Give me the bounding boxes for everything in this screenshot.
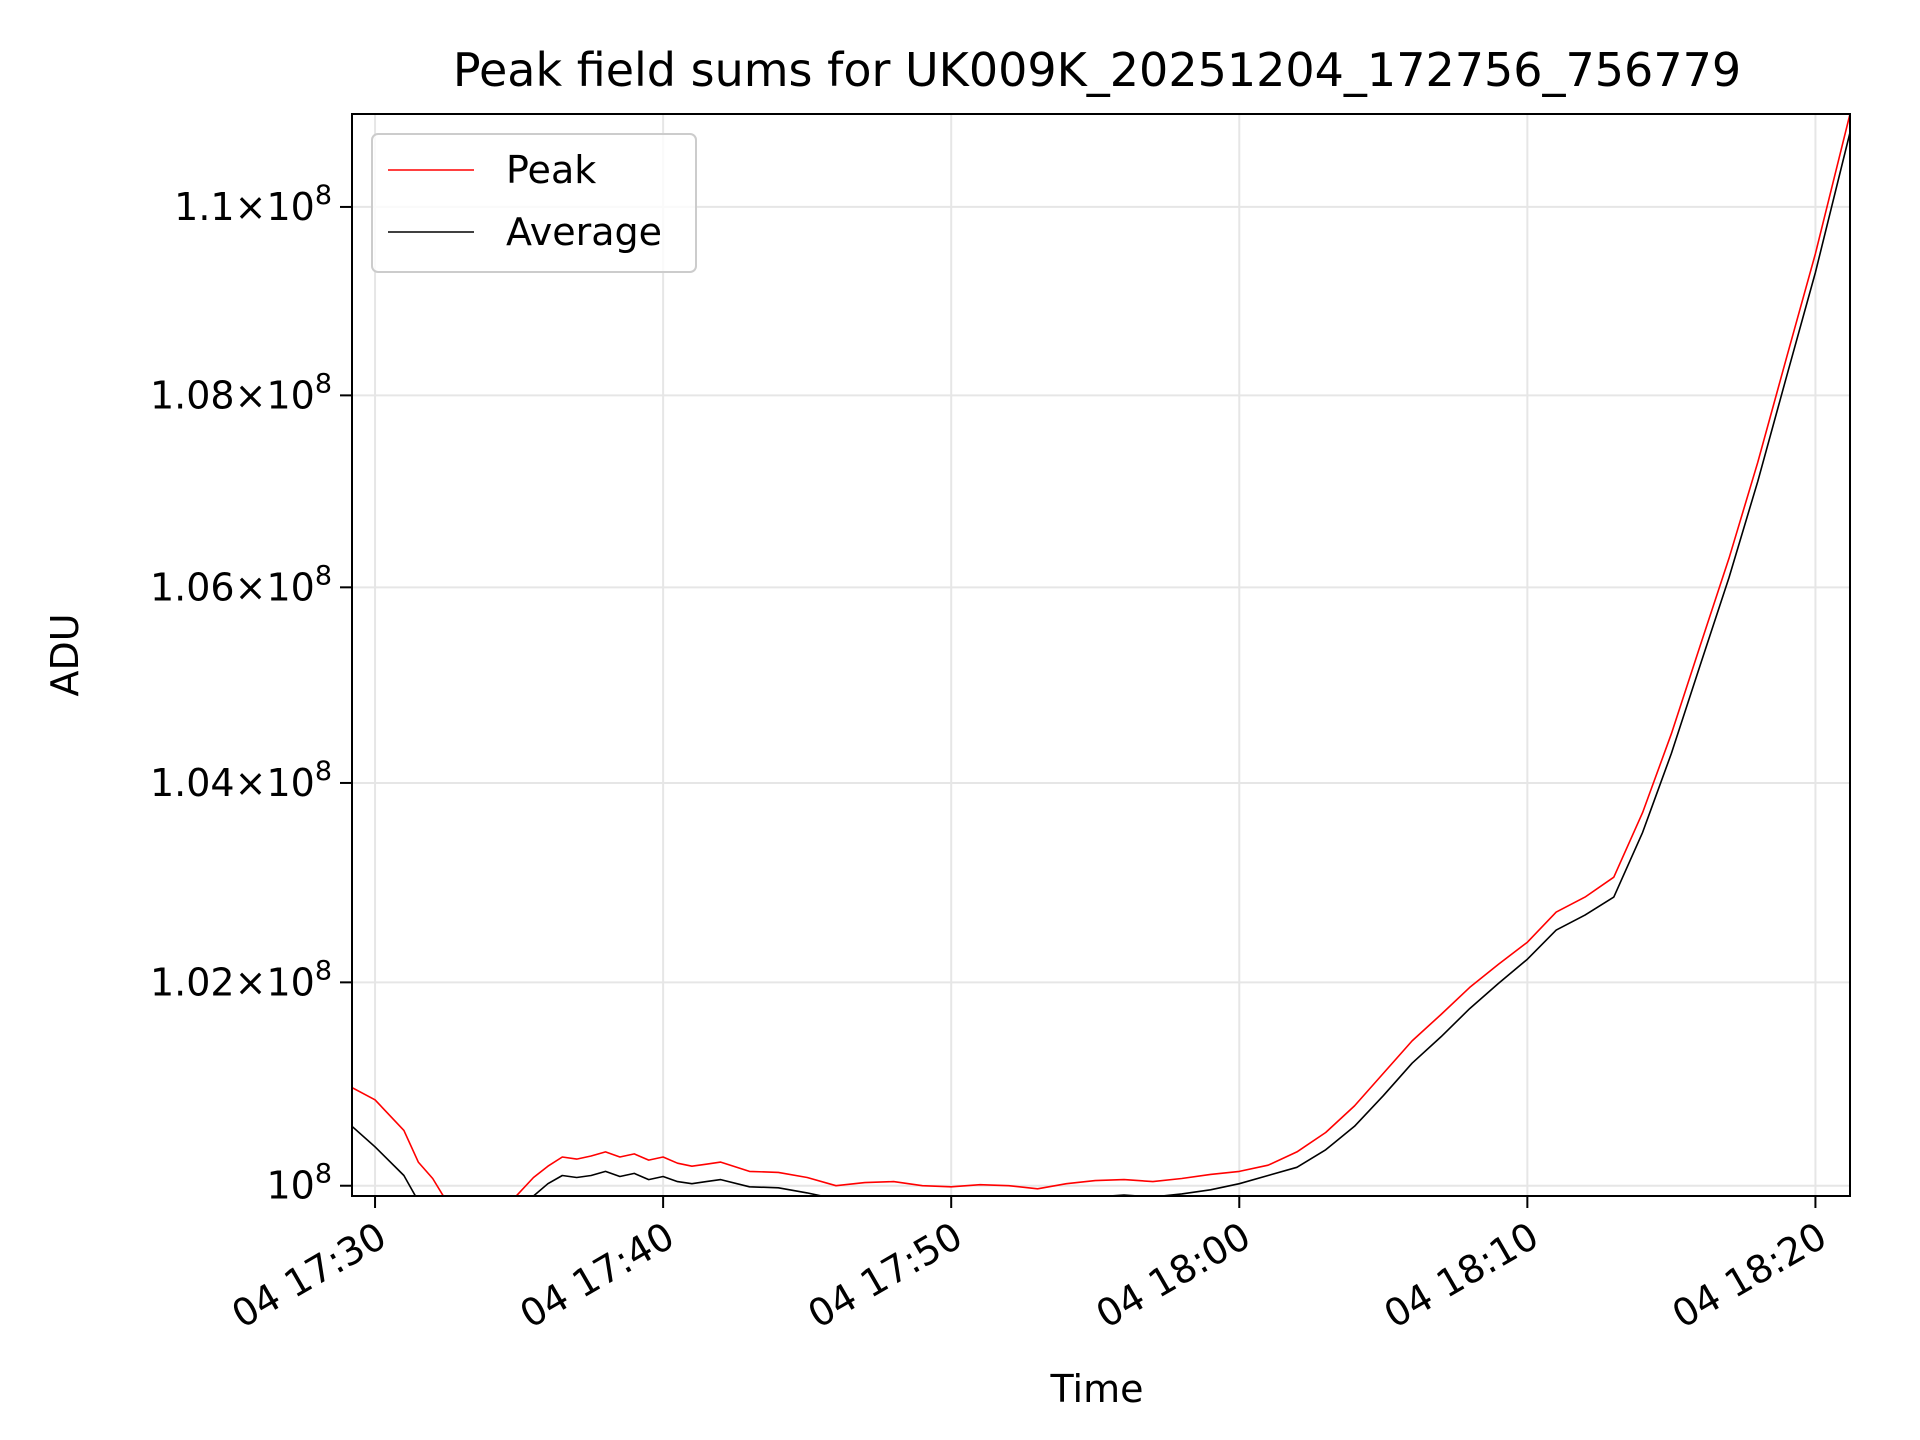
y-tick-base: 10 [266,1164,314,1208]
legend-label-average: Average [506,210,662,254]
y-axis: 1081.02×1081.04×1081.06×1081.08×1081.1×1… [150,180,352,1208]
x-axis-title: Time [1050,1367,1144,1411]
legend-box [371,133,697,273]
y-tick-label: 1.1×108 [174,180,332,229]
y-tick-base: 1.04×10 [150,761,315,805]
y-tick-base: 1.02×10 [150,960,315,1004]
y-tick-base: 1.1×10 [174,185,315,229]
series-line-average [352,132,1850,1196]
legend: Peak Average [371,133,697,273]
y-tick-exponent: 8 [315,955,332,986]
series-layer [352,114,1850,1196]
plot-frame [351,113,1851,1197]
grid [352,114,1850,1196]
y-axis-title: ADU [43,613,87,696]
y-tick-label: 1.06×108 [150,560,332,609]
y-tick-base: 1.08×10 [150,373,315,417]
y-tick-label: 1.02×108 [150,955,332,1004]
y-tick-exponent: 8 [315,560,332,591]
y-tick-label: 1.08×108 [150,368,332,417]
series-line-peak [352,114,1850,1196]
y-tick-label: 108 [266,1159,332,1208]
y-tick-exponent: 8 [315,1159,332,1190]
y-tick-exponent: 8 [315,756,332,787]
y-tick-label: 1.04×108 [150,756,332,805]
y-tick-base: 1.06×10 [150,565,315,609]
y-tick-exponent: 8 [315,368,332,399]
chart-title: Peak field sums for UK009K_20251204_1727… [453,43,1741,97]
legend-label-peak: Peak [506,148,596,192]
y-tick-exponent: 8 [315,180,332,211]
